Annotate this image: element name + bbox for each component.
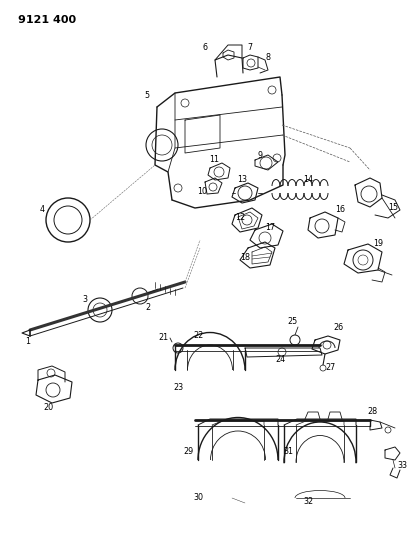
Text: 32: 32 [303, 497, 313, 506]
Text: 26: 26 [333, 324, 343, 333]
Text: 31: 31 [283, 448, 293, 456]
Text: 9121 400: 9121 400 [18, 15, 76, 25]
Text: 1: 1 [25, 337, 30, 346]
Text: 24: 24 [275, 356, 285, 365]
Text: 29: 29 [183, 448, 193, 456]
Text: 14: 14 [303, 175, 313, 184]
Text: 27: 27 [325, 364, 335, 373]
Text: 10: 10 [197, 188, 207, 197]
Text: 20: 20 [43, 403, 53, 413]
Text: 17: 17 [265, 223, 275, 232]
Text: 12: 12 [235, 214, 245, 222]
Text: 19: 19 [373, 239, 383, 248]
Text: 28: 28 [367, 408, 377, 416]
Text: 15: 15 [388, 204, 398, 213]
Text: 2: 2 [145, 303, 150, 312]
Text: 30: 30 [193, 494, 203, 503]
Text: 33: 33 [397, 461, 407, 470]
Text: 16: 16 [335, 206, 345, 214]
Text: 23: 23 [173, 384, 183, 392]
Text: 25: 25 [287, 318, 297, 327]
Text: 6: 6 [203, 44, 208, 52]
Text: 3: 3 [83, 295, 88, 304]
Text: 5: 5 [144, 91, 150, 100]
Text: 8: 8 [266, 52, 270, 61]
Text: 18: 18 [240, 254, 250, 262]
Text: 21: 21 [158, 334, 168, 343]
Text: 22: 22 [193, 332, 203, 341]
Text: 13: 13 [237, 175, 247, 184]
Text: 4: 4 [39, 206, 44, 214]
Text: 7: 7 [247, 43, 253, 52]
Text: 9: 9 [257, 150, 263, 159]
Text: 11: 11 [209, 156, 219, 165]
